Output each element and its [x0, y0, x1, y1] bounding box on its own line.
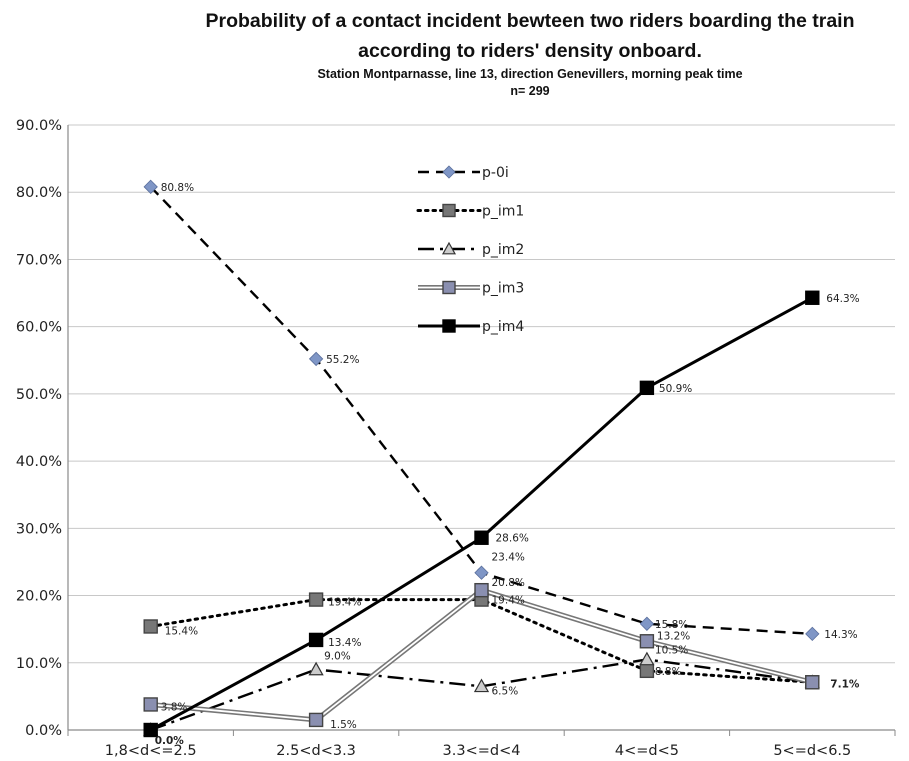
data-label: 19.4% — [492, 595, 525, 607]
point-marker — [308, 592, 324, 607]
point-marker — [639, 380, 655, 396]
point-marker — [805, 675, 820, 690]
data-label: 3.8% — [161, 701, 188, 713]
y-tick-label: 60.0% — [16, 320, 62, 336]
x-tick-label: 1,8<d<=2.5 — [105, 743, 197, 759]
x-tick-label: 2.5<d<3.3 — [276, 743, 356, 759]
legend-label: p_im3 — [482, 281, 524, 297]
point-marker — [308, 712, 324, 728]
data-label: 28.6% — [496, 533, 529, 545]
data-label: 64.3% — [826, 293, 859, 305]
legend-label: p-0i — [482, 165, 509, 181]
data-labels: 80.8% 55.2% 23.4% 15.8% 14.3% 15.4% 19.4% 19.4%… — [155, 182, 860, 747]
data-label: 19.4% — [328, 597, 361, 609]
point-marker — [143, 722, 158, 738]
y-tick-label: 30.0% — [16, 521, 62, 537]
legend: p-0i p_im1 p_im2 p_im3 p_im4 — [416, 165, 524, 335]
point-marker — [639, 634, 655, 649]
point-marker — [473, 678, 490, 693]
chart-subtitle-text: Station Montparnasse, line 13, direction… — [317, 67, 743, 81]
data-label: 8.8% — [655, 666, 682, 678]
data-label: 50.9% — [659, 383, 692, 395]
chart-title: Probability of a contact incident bewtee… — [205, 10, 855, 62]
series-line-p_im2 — [150, 658, 813, 732]
point-marker — [442, 165, 456, 179]
data-label: 7.1% — [830, 678, 860, 690]
y-tick-label: 80.0% — [16, 185, 62, 201]
point-marker — [143, 179, 158, 195]
point-marker — [441, 241, 457, 255]
y-tick-label: 50.0% — [16, 387, 62, 403]
data-label: 80.8% — [161, 182, 194, 194]
data-label: 13.4% — [328, 637, 361, 649]
point-marker — [474, 565, 489, 580]
legend-label: p_im1 — [482, 204, 524, 220]
point-marker — [442, 319, 456, 333]
y-tick-label: 10.0% — [16, 656, 62, 672]
data-label: 9.0% — [324, 651, 351, 663]
point-marker — [143, 697, 158, 712]
data-label: 1.5% — [330, 719, 357, 731]
point-marker — [639, 663, 655, 679]
series-markers — [143, 179, 820, 738]
data-label: 15.4% — [165, 625, 198, 637]
data-label: 6.5% — [492, 685, 519, 697]
data-label: 14.3% — [824, 629, 857, 641]
chart-subtitle: Station Montparnasse, line 13, direction… — [160, 66, 900, 100]
data-label: 0.0% — [155, 735, 185, 747]
data-label: 15.8% — [655, 619, 688, 631]
x-tick-label: 4<=d<5 — [615, 743, 679, 759]
data-label: 55.2% — [326, 354, 359, 366]
x-tick-label: 3.3<=d<4 — [443, 743, 521, 759]
y-tick-label: 70.0% — [16, 252, 62, 268]
series-line-p_im1 — [149, 598, 814, 684]
point-marker — [308, 632, 324, 648]
point-marker — [143, 619, 158, 634]
series-lines — [149, 186, 814, 732]
point-marker — [474, 530, 489, 545]
point-marker — [442, 280, 456, 295]
data-label: 20.8% — [492, 577, 525, 589]
y-tick-label: 20.0% — [16, 589, 62, 605]
y-tick-label: 40.0% — [16, 454, 62, 470]
data-label: 23.4% — [492, 552, 525, 564]
legend-label: p_im2 — [482, 242, 524, 258]
point-marker — [308, 351, 324, 367]
point-marker — [639, 651, 655, 666]
y-tick-label: 0.0% — [25, 723, 62, 739]
series-line-p_im4 — [149, 296, 814, 732]
point-marker — [639, 616, 655, 631]
x-tick-label: 5<=d<6.5 — [773, 743, 851, 759]
legend-label: p_im4 — [482, 319, 524, 335]
point-marker — [805, 626, 820, 642]
chart-sample-size: n= 299 — [510, 84, 550, 98]
point-marker — [805, 290, 820, 305]
axes: 0.0% 10.0% 20.0% 30.0% 40.0% 50.0% 60.0% 70.0% 8… — [16, 118, 896, 759]
point-marker — [474, 582, 489, 598]
point-marker — [442, 203, 456, 218]
data-label: 10.5% — [655, 644, 688, 656]
data-label: 13.2% — [657, 630, 690, 642]
y-tick-label: 90.0% — [16, 118, 62, 134]
point-marker — [308, 661, 324, 676]
